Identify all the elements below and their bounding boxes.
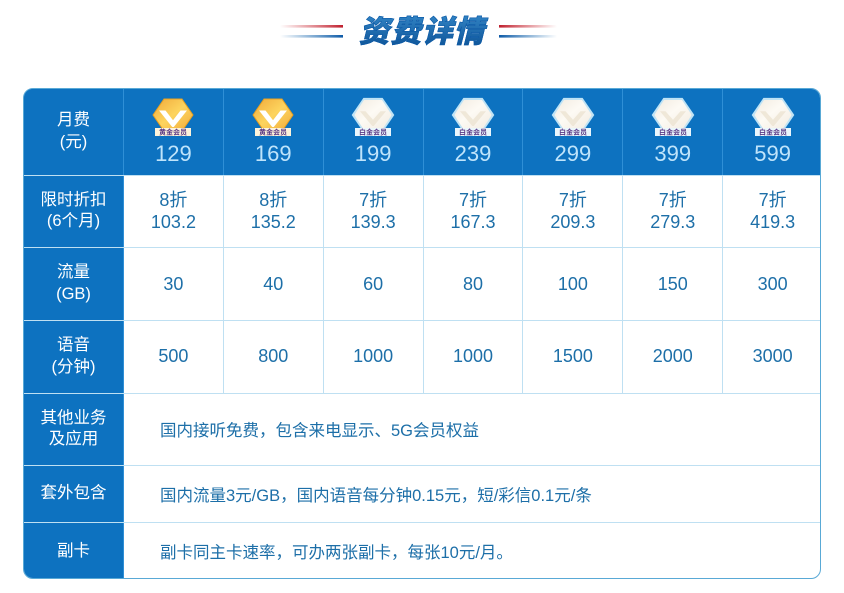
svg-text:白金会员: 白金会员 bbox=[659, 127, 687, 137]
svg-text:黄金会员: 黄金会员 bbox=[259, 127, 287, 137]
svg-text:黄金会员: 黄金会员 bbox=[159, 127, 187, 137]
svg-text:白金会员: 白金会员 bbox=[459, 127, 487, 137]
svg-text:白金会员: 白金会员 bbox=[359, 127, 387, 137]
svg-text:白金会员: 白金会员 bbox=[759, 127, 787, 137]
svg-text:白金会员: 白金会员 bbox=[559, 127, 587, 137]
